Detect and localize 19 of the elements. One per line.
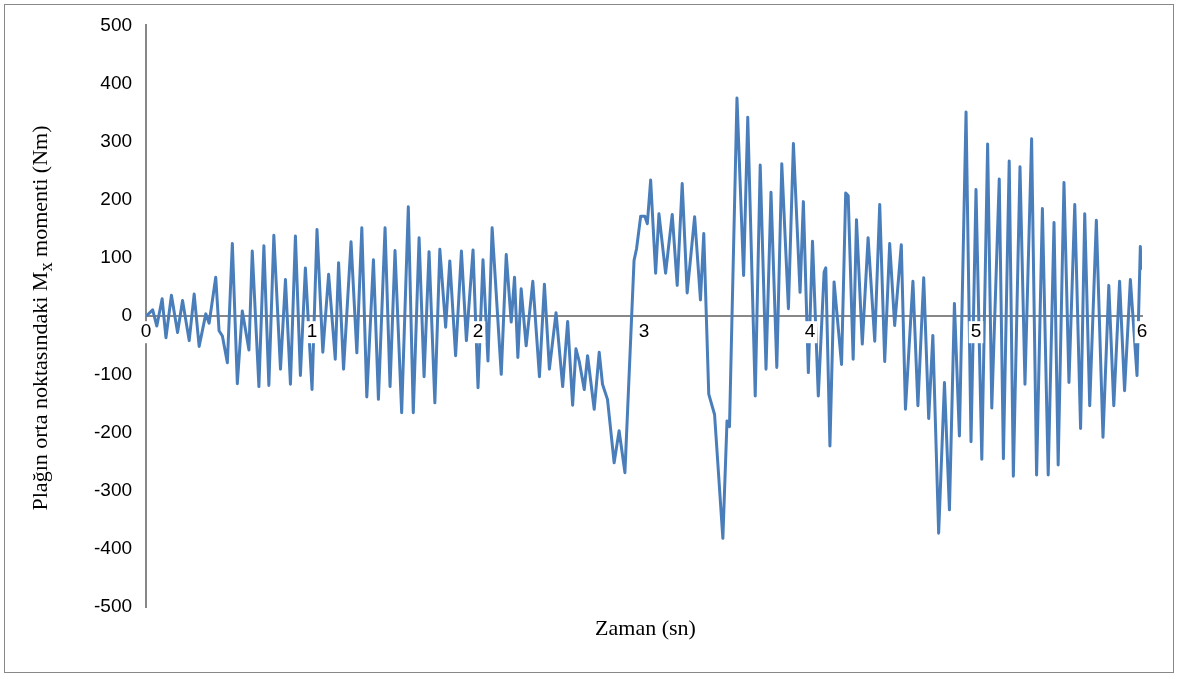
y-tick-label: -100 — [94, 362, 133, 384]
y-tick-label: -300 — [94, 478, 133, 500]
y-tick-label: 300 — [100, 129, 133, 151]
y-tick-label: 0 — [121, 304, 133, 326]
y-tick-label: 100 — [100, 246, 133, 268]
x-tick-label: 5 — [970, 319, 982, 341]
y-tick-label: -200 — [94, 420, 133, 442]
x-tick-label: 3 — [638, 319, 650, 341]
y-tick-label: 500 — [100, 13, 133, 35]
y-tick-label: 400 — [100, 71, 133, 93]
x-tick-label: 0 — [140, 319, 152, 341]
x-axis-title: Zaman (sn) — [594, 615, 697, 641]
y-tick-label: 200 — [100, 188, 133, 210]
x-tick-label: 6 — [1136, 319, 1148, 341]
y-tick-label: -400 — [94, 537, 133, 559]
x-tick-label: 2 — [472, 319, 484, 341]
y-tick-label: -500 — [94, 595, 133, 617]
x-tick-label: 1 — [306, 319, 318, 341]
x-tick-label: 4 — [804, 319, 816, 341]
